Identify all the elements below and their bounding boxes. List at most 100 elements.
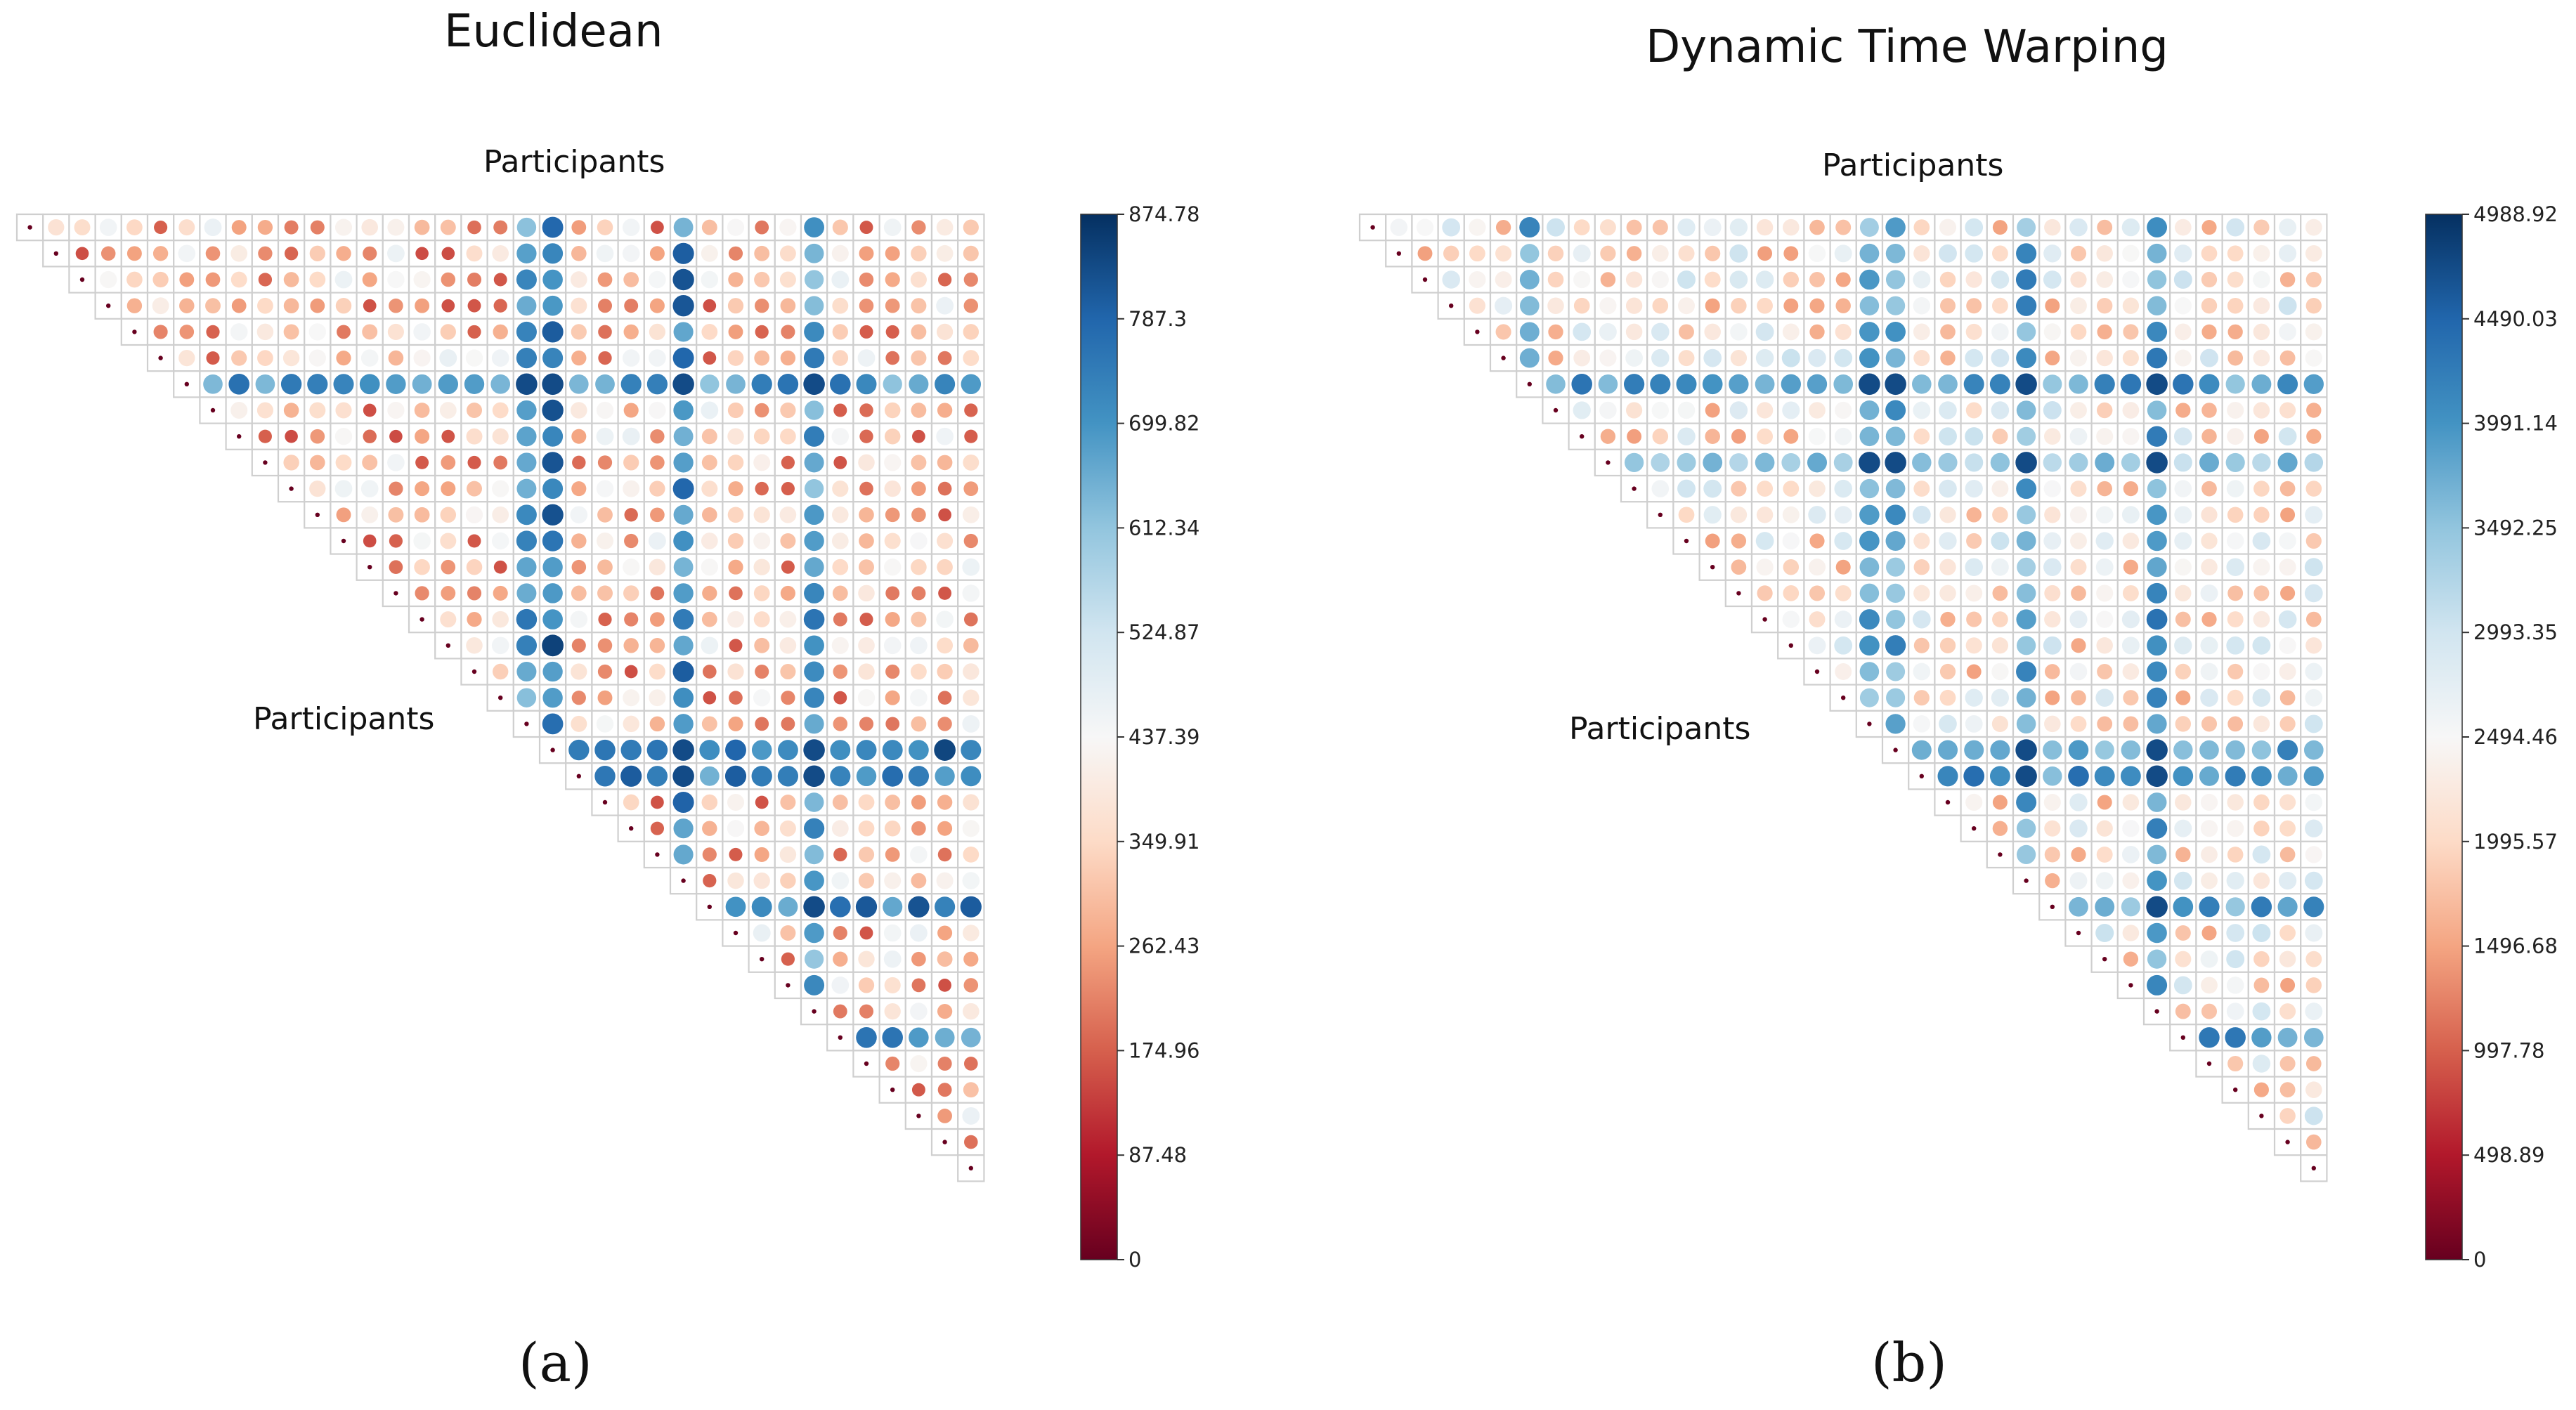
value-circle — [779, 611, 797, 628]
matrix-cell — [722, 318, 750, 346]
value-circle — [963, 272, 978, 287]
diagonal-dot — [2311, 1166, 2316, 1171]
matrix-cell — [722, 553, 750, 581]
value-circle — [649, 689, 666, 707]
matrix-cell — [696, 788, 724, 816]
matrix-cell — [2300, 762, 2328, 790]
value-circle — [516, 269, 537, 290]
matrix-cell — [538, 553, 567, 581]
matrix-cell — [512, 684, 541, 712]
value-circle — [1520, 244, 1540, 263]
matrix-cell — [2221, 893, 2249, 921]
matrix-cell — [957, 579, 985, 608]
value-circle — [597, 690, 613, 705]
value-circle — [962, 715, 980, 733]
matrix-cell — [225, 318, 253, 346]
matrix-cell — [2038, 605, 2067, 634]
value-circle — [387, 218, 405, 236]
value-circle — [649, 481, 665, 497]
value-circle — [911, 245, 927, 262]
matrix-cell — [173, 370, 201, 398]
value-circle — [2279, 690, 2296, 706]
value-circle — [1600, 245, 1616, 261]
value-circle — [857, 349, 876, 367]
value-circle — [1599, 401, 1617, 419]
value-circle — [1469, 270, 1486, 289]
value-circle — [2305, 1081, 2322, 1098]
value-circle — [2069, 896, 2088, 917]
matrix-cell — [2195, 292, 2223, 320]
matrix-cell — [1960, 370, 1988, 398]
value-circle — [2175, 690, 2191, 705]
value-circle — [623, 689, 640, 707]
value-circle — [781, 952, 795, 966]
matrix-cell — [512, 266, 541, 294]
matrix-cell — [957, 814, 985, 842]
matrix-cell — [382, 448, 410, 477]
matrix-cell — [1803, 527, 1831, 555]
matrix-cell — [277, 344, 306, 372]
matrix-cell — [486, 396, 514, 424]
value-circle — [2043, 270, 2062, 289]
value-circle — [2279, 323, 2296, 341]
value-circle — [1808, 637, 1826, 655]
matrix-cell — [1672, 370, 1700, 398]
matrix-cell — [538, 632, 567, 660]
value-circle — [206, 351, 220, 365]
matrix-cell — [2064, 788, 2093, 816]
value-circle — [673, 557, 694, 577]
value-circle — [2122, 819, 2140, 837]
value-circle — [571, 324, 587, 340]
value-circle — [1938, 452, 1958, 472]
value-circle — [258, 429, 272, 443]
value-circle — [2070, 271, 2087, 288]
value-circle — [961, 1027, 981, 1047]
panel-label-b: (b) — [1871, 1331, 1947, 1394]
value-circle — [2279, 951, 2296, 967]
matrix-cell — [1568, 370, 1596, 398]
colorbar-tick: 4490.03 — [2462, 307, 2558, 331]
matrix-cell — [460, 501, 488, 529]
matrix-cell — [2090, 422, 2119, 450]
matrix-cell — [643, 632, 672, 660]
value-circle — [2225, 897, 2245, 917]
matrix-cell — [669, 292, 698, 320]
matrix-cell — [930, 1024, 959, 1052]
value-circle — [699, 740, 720, 761]
value-circle — [2146, 452, 2168, 474]
value-circle — [1781, 374, 1801, 394]
value-circle — [1885, 530, 1906, 551]
value-circle — [2201, 220, 2217, 235]
value-circle — [335, 455, 352, 471]
matrix-cell — [382, 474, 410, 503]
value-circle — [2278, 296, 2297, 315]
value-circle — [415, 586, 429, 601]
value-circle — [963, 951, 979, 967]
colorbar-tick: 699.82 — [1117, 412, 1199, 436]
value-circle — [280, 374, 302, 395]
value-circle — [440, 324, 456, 340]
value-circle — [336, 246, 351, 261]
value-circle — [2306, 403, 2322, 418]
value-circle — [2227, 297, 2244, 314]
matrix-cell — [1750, 579, 1779, 608]
matrix-cell — [1803, 422, 1831, 450]
value-circle — [2253, 977, 2270, 993]
value-circle — [2146, 608, 2168, 630]
value-circle — [126, 246, 142, 261]
matrix-cell — [434, 605, 462, 634]
matrix-cell — [2090, 579, 2119, 608]
matrix-cell — [146, 240, 175, 268]
value-circle — [206, 325, 220, 339]
matrix-cell — [512, 474, 541, 503]
value-circle — [961, 740, 982, 761]
matrix-cell — [2247, 605, 2276, 634]
matrix-cell — [2195, 553, 2223, 581]
value-circle — [597, 507, 613, 523]
matrix-cell — [1620, 448, 1648, 477]
matrix-cell — [1960, 396, 1988, 424]
value-circle — [362, 272, 377, 287]
matrix-cell — [486, 605, 514, 634]
matrix-cell — [800, 318, 828, 346]
value-circle — [649, 559, 666, 575]
